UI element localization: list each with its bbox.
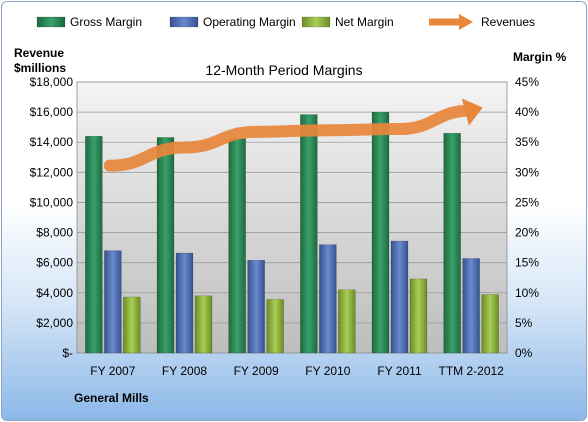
bar-operating-margin: [462, 258, 480, 354]
legend: Gross Margin Operating Margin Net Margin Re…: [36, 14, 535, 30]
chart-title: 12-Month Period Margins: [205, 62, 362, 78]
legend-arrow-icon: [459, 14, 473, 30]
left-tick-label: $8,000: [36, 226, 73, 240]
legend-label: Gross Margin: [70, 15, 142, 29]
bar-gross-margin: [156, 137, 175, 354]
bar-net-margin: [266, 299, 284, 354]
x-tick-label: FY 2010: [305, 364, 350, 378]
revenue-line: [103, 98, 483, 172]
left-axis-label-line1: Revenue: [14, 46, 64, 60]
bar-operating-margin: [390, 240, 409, 354]
right-tick-label: 45%: [515, 75, 539, 89]
bar-net-margin: [338, 289, 356, 354]
right-tick-label: 40%: [515, 105, 539, 119]
x-axis: FY 2007 FY 2008 FY 2009 FY 2010 FY 2011 TTM 2…: [90, 364, 504, 378]
right-tick-label: 15%: [515, 256, 539, 270]
bar-net-margin: [194, 295, 213, 354]
left-tick-label: $6,000: [36, 256, 73, 270]
right-tick-label: 20%: [515, 226, 539, 240]
legend-label: Revenues: [481, 15, 535, 29]
x-tick-label: FY 2007: [90, 364, 135, 378]
right-tick-label: 5%: [515, 316, 533, 330]
bar-gross-margin: [371, 111, 390, 354]
right-axis: 0% 5% 10% 15% 20% 25% 30% 35% 40% 45%: [515, 75, 539, 360]
left-tick-label: $10,000: [30, 195, 74, 209]
gridlines: [77, 81, 507, 324]
x-tick-label: FY 2011: [377, 364, 422, 378]
left-axis: $- $2,000 $4,000 $6,000 $8,000 $10,000 $12,000…: [30, 75, 74, 360]
right-tick-label: 10%: [515, 286, 539, 300]
right-tick-label: 35%: [515, 135, 539, 149]
left-tick-label: $4,000: [36, 286, 73, 300]
bar-gross-margin: [300, 114, 318, 354]
bar-net-margin: [409, 278, 428, 354]
legend-label: Operating Margin: [203, 15, 296, 29]
right-tick-label: 30%: [515, 165, 539, 179]
x-tick-label: TTM 2-2012: [438, 364, 504, 378]
right-axis-label: Margin %: [513, 50, 567, 64]
revenue-line-path: [103, 104, 478, 172]
bar-operating-margin: [319, 244, 337, 354]
left-tick-label: $2,000: [36, 316, 73, 330]
left-tick-label: $12,000: [30, 165, 74, 179]
bar-gross-margin: [443, 132, 461, 354]
x-tick-label: FY 2009: [234, 364, 279, 378]
bars: [85, 111, 499, 354]
left-tick-label: $16,000: [30, 105, 74, 119]
bar-gross-margin: [85, 135, 103, 354]
right-tick-label: 25%: [515, 195, 539, 209]
x-tick-label: FY 2008: [162, 364, 207, 378]
legend-swatch: [169, 16, 199, 28]
left-tick-label: $-: [62, 346, 73, 360]
right-tick-label: 0%: [515, 346, 533, 360]
bar-operating-margin: [175, 252, 194, 354]
legend-swatch: [36, 16, 66, 28]
legend-label: Net Margin: [335, 15, 394, 29]
bar-operating-margin: [104, 250, 122, 354]
left-tick-label: $14,000: [30, 135, 74, 149]
legend-swatch: [301, 16, 331, 28]
bar-net-margin: [123, 296, 141, 354]
revenue-arrow-head: [461, 98, 483, 126]
bar-net-margin: [481, 294, 499, 354]
left-axis-label-line2: $millions: [14, 61, 66, 75]
left-tick-label: $18,000: [30, 75, 74, 89]
bar-operating-margin: [247, 260, 265, 354]
company-name: General Mills: [74, 391, 149, 405]
bar-gross-margin: [228, 138, 246, 354]
